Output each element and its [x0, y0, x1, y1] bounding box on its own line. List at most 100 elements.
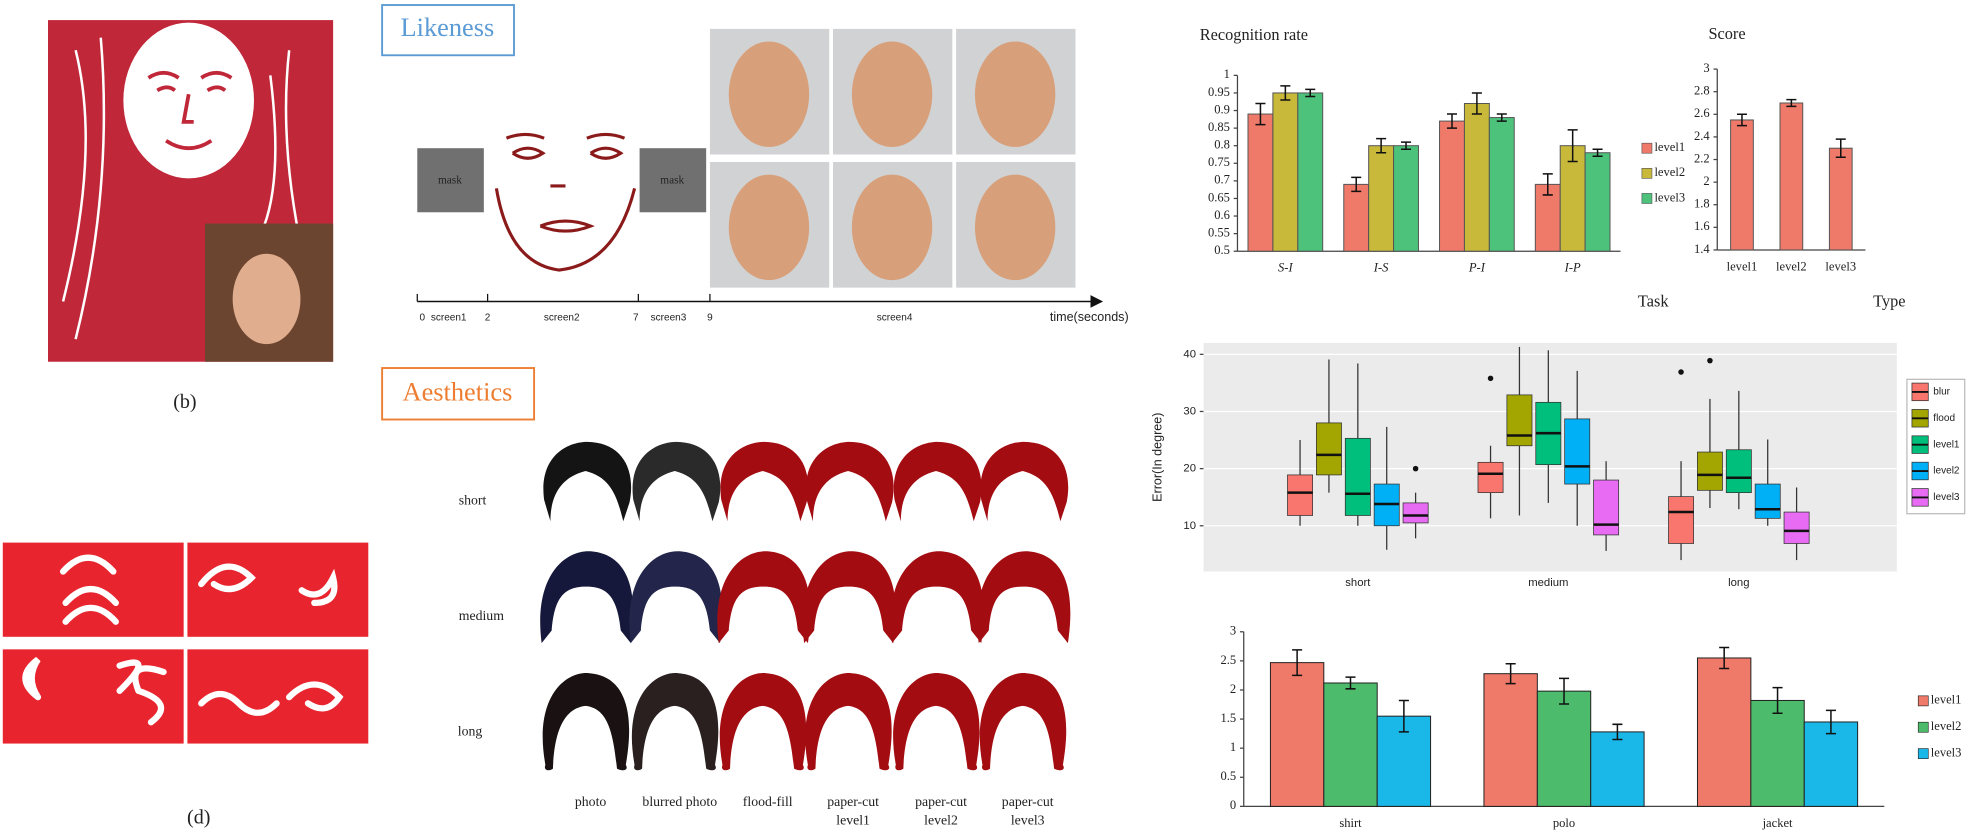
error-bar	[1446, 113, 1458, 129]
bar	[1488, 117, 1515, 252]
y-tick-label: 0.7	[1214, 173, 1230, 187]
column-label: paper-cut	[915, 794, 967, 809]
column-label: flood-fill	[743, 794, 793, 809]
legend-label: level3	[1931, 745, 1962, 759]
legend-label: blur	[1933, 387, 1950, 398]
face-photo-skin	[974, 174, 1056, 281]
portrait-features	[147, 70, 233, 151]
timeline-label: screen2	[544, 312, 580, 323]
portrait-hair	[61, 37, 316, 340]
error-bar	[1496, 113, 1507, 122]
hairstyle	[719, 673, 807, 771]
y-tick-label: 10	[1183, 520, 1196, 532]
error-bar	[1292, 649, 1303, 677]
hairstyle	[717, 551, 811, 644]
timeline-label: 0	[420, 312, 426, 323]
legend-label: level2	[1931, 719, 1962, 733]
x-tick-label: S-I	[1278, 261, 1293, 275]
box	[1668, 496, 1694, 544]
x-tick-label: medium	[1528, 577, 1568, 589]
error-bar	[1825, 709, 1836, 735]
error-bar	[1786, 98, 1797, 108]
legend-key	[1917, 695, 1929, 707]
y-tick-label: 20	[1183, 463, 1196, 475]
y-tick-label: 2	[1703, 174, 1709, 188]
outlier	[1707, 357, 1713, 364]
timeline-label: screen3	[651, 312, 687, 323]
x-tick-label: shirt	[1339, 816, 1362, 830]
column-label: photo	[575, 794, 607, 809]
box	[1593, 479, 1620, 536]
hairstyle	[720, 441, 809, 522]
legend-key	[1917, 721, 1929, 733]
y-tick-label: 2.4	[1694, 129, 1710, 143]
error-bar	[1471, 92, 1482, 115]
y-tick-label: 2.5	[1221, 653, 1237, 667]
hairstyle	[802, 551, 896, 644]
pattern-tile	[187, 542, 369, 637]
y-tick-label: 0	[1230, 798, 1236, 812]
face-photo-skin	[851, 41, 933, 147]
bar	[1269, 662, 1325, 807]
x-tick-label: jacket	[1762, 816, 1793, 830]
row-label: long	[458, 723, 483, 738]
box	[1316, 422, 1342, 476]
bar	[1272, 92, 1299, 252]
legend-label: level3	[1654, 190, 1685, 204]
box	[1754, 483, 1781, 519]
legend-key	[1641, 167, 1653, 179]
y-tick-label: 1.6	[1694, 219, 1710, 233]
bar	[1828, 147, 1853, 251]
column-label: blurred photo	[642, 794, 717, 809]
bar	[1439, 120, 1465, 252]
panel-label: (d)	[187, 807, 210, 829]
timeline-label: screen1	[431, 312, 467, 323]
y-tick-label: 0.9	[1214, 102, 1230, 116]
timeline-label: 2	[485, 312, 491, 323]
error-bar	[1542, 173, 1553, 196]
face-photo-skin	[974, 41, 1056, 147]
y-tick-label: 3	[1230, 624, 1236, 638]
x-tick-label: long	[1728, 577, 1749, 589]
x-tick-label: level1	[1727, 259, 1758, 273]
y-tick-label: 0.85	[1208, 120, 1230, 134]
bar	[1247, 113, 1274, 252]
x-axis-label: Task	[1638, 291, 1669, 310]
face-drawing	[494, 132, 637, 272]
section-title: Likeness	[401, 13, 495, 42]
hairstyle	[979, 673, 1067, 771]
y-tick-label: 30	[1183, 405, 1196, 417]
pattern-motif	[22, 554, 344, 726]
y-tick-label: 0.5	[1214, 243, 1230, 257]
bar	[1297, 92, 1324, 252]
y-tick-label: 0.6	[1214, 208, 1230, 222]
x-tick-label: I-P	[1564, 261, 1581, 275]
legend-label: level2	[1654, 165, 1685, 179]
timeline-label: 9	[707, 312, 713, 323]
error-bar	[1376, 137, 1387, 154]
x-tick-label: P-I	[1468, 261, 1486, 275]
y-tick-label: 2	[1230, 682, 1236, 696]
box	[1564, 418, 1591, 485]
y-tick-label: 1.5	[1221, 711, 1237, 725]
y-tick-label: 0.55	[1208, 225, 1230, 239]
bar	[1343, 183, 1370, 252]
y-tick-label: 0.8	[1214, 138, 1230, 152]
box	[1506, 394, 1533, 447]
outlier	[1678, 369, 1684, 375]
bar	[1779, 102, 1804, 251]
box	[1783, 511, 1810, 544]
bar	[1750, 699, 1805, 807]
chart-title: Score	[1708, 24, 1745, 43]
y-tick-label: 1	[1224, 67, 1230, 81]
y-axis-label: Error(In degree)	[1151, 413, 1165, 502]
photo-face	[232, 253, 301, 345]
hairstyle	[977, 551, 1071, 644]
panel-label: (b)	[173, 391, 196, 413]
mask-label: mask	[438, 174, 462, 186]
bar	[1536, 690, 1592, 807]
bar	[1368, 145, 1395, 252]
legend-key	[1641, 193, 1653, 204]
bar	[1696, 657, 1752, 807]
